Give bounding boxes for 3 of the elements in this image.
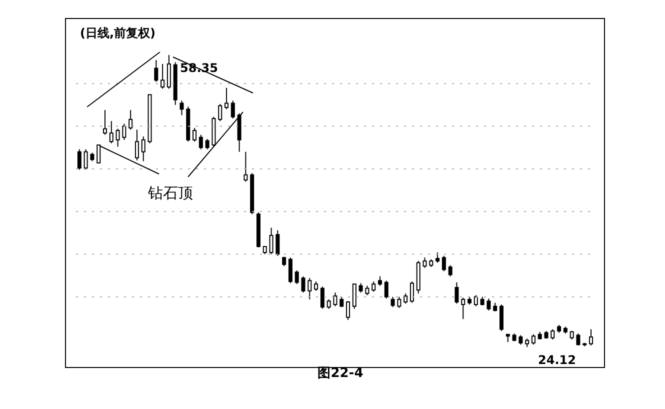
chart-title: (日线,前复权): [80, 25, 156, 42]
text: 24.12: [538, 353, 576, 367]
annotation: 钻石顶: [148, 184, 193, 203]
